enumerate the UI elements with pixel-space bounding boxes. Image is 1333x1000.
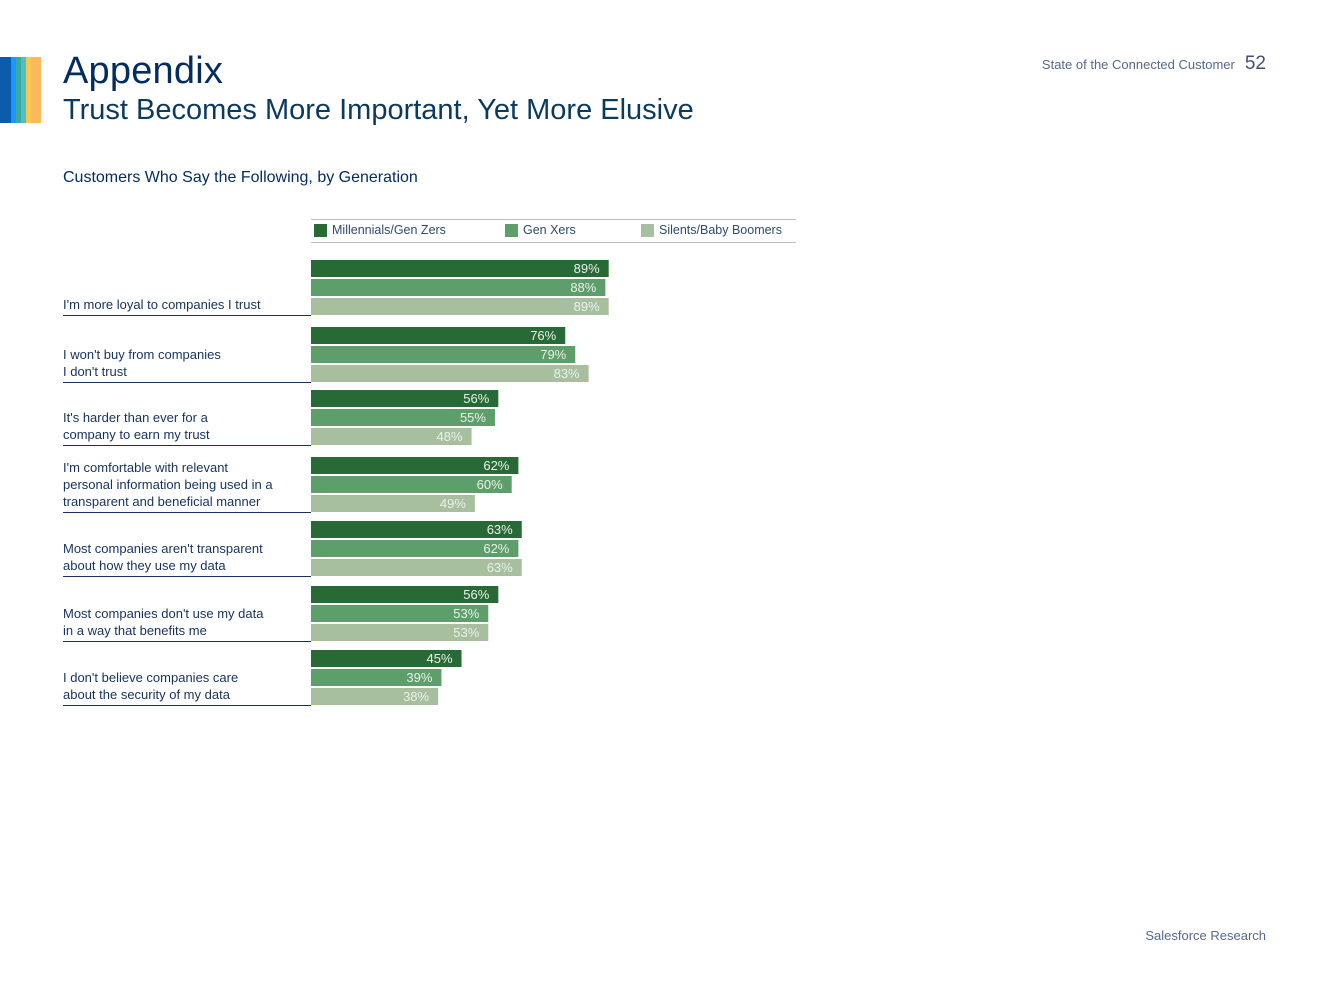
data-label: 63% — [487, 560, 513, 575]
legend-item-boomers: Silents/Baby Boomers — [641, 223, 782, 237]
legend-swatch-gen-x — [505, 223, 518, 237]
brand-stripe — [16, 57, 21, 123]
bar — [311, 476, 512, 493]
data-label: 53% — [453, 625, 479, 640]
data-label: 39% — [406, 670, 432, 685]
data-label: 48% — [437, 429, 463, 444]
legend-label-millennials: Millennials/Gen Zers — [332, 223, 446, 237]
data-label: 83% — [554, 366, 580, 381]
bar — [311, 365, 589, 382]
data-label: 62% — [483, 541, 509, 556]
brand-stripe — [26, 57, 31, 123]
data-label: 88% — [570, 280, 596, 295]
brand-stripe — [0, 57, 11, 123]
category-label: I'm more loyal to companies I trust — [63, 297, 261, 312]
header-meta: State of the Connected Customer 52 — [1042, 53, 1266, 75]
footer-source: Salesforce Research — [1145, 928, 1266, 943]
legend-label-gen-x: Gen Xers — [523, 223, 576, 237]
bar — [311, 540, 519, 557]
bar — [311, 260, 609, 277]
data-label: 76% — [530, 328, 556, 343]
bar — [311, 669, 442, 686]
data-label: 63% — [487, 522, 513, 537]
category-label: I won't buy from companies I don't trust — [63, 347, 221, 379]
data-label: 60% — [477, 477, 503, 492]
bar — [311, 327, 566, 344]
legend-label-boomers: Silents/Baby Boomers — [659, 223, 782, 237]
chart-legend: Millennials/Gen Zers Gen Xers Silents/Ba… — [311, 219, 796, 243]
category-label: It's harder than ever for a company to ea… — [63, 410, 210, 442]
data-label: 89% — [574, 261, 600, 276]
legend-item-gen-x: Gen Xers — [505, 223, 576, 237]
bar — [311, 688, 439, 705]
chart-title: Customers Who Say the Following, by Gene… — [63, 169, 418, 186]
page-number: 52 — [1244, 53, 1266, 74]
bar — [311, 605, 489, 622]
legend-item-millennials: Millennials/Gen Zers — [314, 223, 446, 237]
bar — [311, 624, 489, 641]
bar — [311, 409, 495, 426]
data-label: 79% — [540, 347, 566, 362]
category-label: Most companies aren't transparent about h… — [63, 541, 263, 573]
bar — [311, 346, 576, 363]
bar — [311, 521, 522, 538]
brand-stripes — [0, 57, 42, 123]
brand-stripe — [31, 57, 41, 123]
bar — [311, 559, 522, 576]
bar — [311, 495, 475, 512]
bar — [311, 279, 606, 296]
data-label: 49% — [440, 496, 466, 511]
page-title: Appendix — [63, 50, 224, 92]
bar — [311, 586, 499, 603]
category-label: Most companies don't use my data in a way… — [63, 606, 264, 638]
bar — [311, 457, 519, 474]
legend-swatch-millennials — [314, 223, 327, 237]
report-name: State of the Connected Customer — [1041, 57, 1235, 72]
data-label: 56% — [463, 391, 489, 406]
data-label: 89% — [574, 299, 600, 314]
data-label: 55% — [460, 410, 486, 425]
bar — [311, 650, 462, 667]
bar — [311, 428, 472, 445]
legend-swatch-boomers — [641, 223, 654, 237]
brand-stripe — [21, 57, 26, 123]
data-label: 56% — [463, 587, 489, 602]
category-label: I don't believe companies care about the … — [63, 670, 238, 702]
category-label: I'm comfortable with relevant personal in… — [63, 460, 273, 509]
data-label: 38% — [403, 689, 429, 704]
brand-stripe — [11, 57, 16, 123]
data-label: 62% — [483, 458, 509, 473]
bar — [311, 298, 609, 315]
data-label: 53% — [453, 606, 479, 621]
bar — [311, 390, 499, 407]
page-subtitle: Trust Becomes More Important, Yet More E… — [63, 94, 694, 126]
data-label: 45% — [426, 651, 452, 666]
